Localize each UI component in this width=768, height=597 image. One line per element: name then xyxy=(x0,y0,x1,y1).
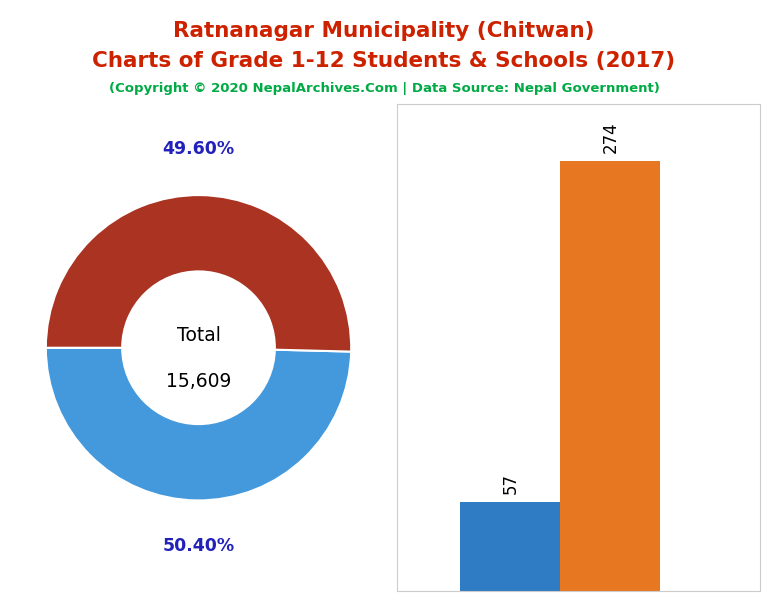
Text: 15,609: 15,609 xyxy=(166,372,231,391)
Bar xyxy=(561,161,660,591)
Text: 49.60%: 49.60% xyxy=(163,140,234,158)
Text: (Copyright © 2020 NepalArchives.Com | Data Source: Nepal Government): (Copyright © 2020 NepalArchives.Com | Da… xyxy=(108,82,660,96)
Text: Total: Total xyxy=(177,326,220,345)
Text: Ratnanagar Municipality (Chitwan): Ratnanagar Municipality (Chitwan) xyxy=(174,21,594,41)
Text: 50.40%: 50.40% xyxy=(163,537,234,555)
Wedge shape xyxy=(46,347,351,500)
Text: 57: 57 xyxy=(502,473,519,494)
Wedge shape xyxy=(46,195,351,352)
Text: 274: 274 xyxy=(601,122,619,153)
Text: Charts of Grade 1-12 Students & Schools (2017): Charts of Grade 1-12 Students & Schools … xyxy=(92,51,676,71)
Bar xyxy=(461,501,561,591)
